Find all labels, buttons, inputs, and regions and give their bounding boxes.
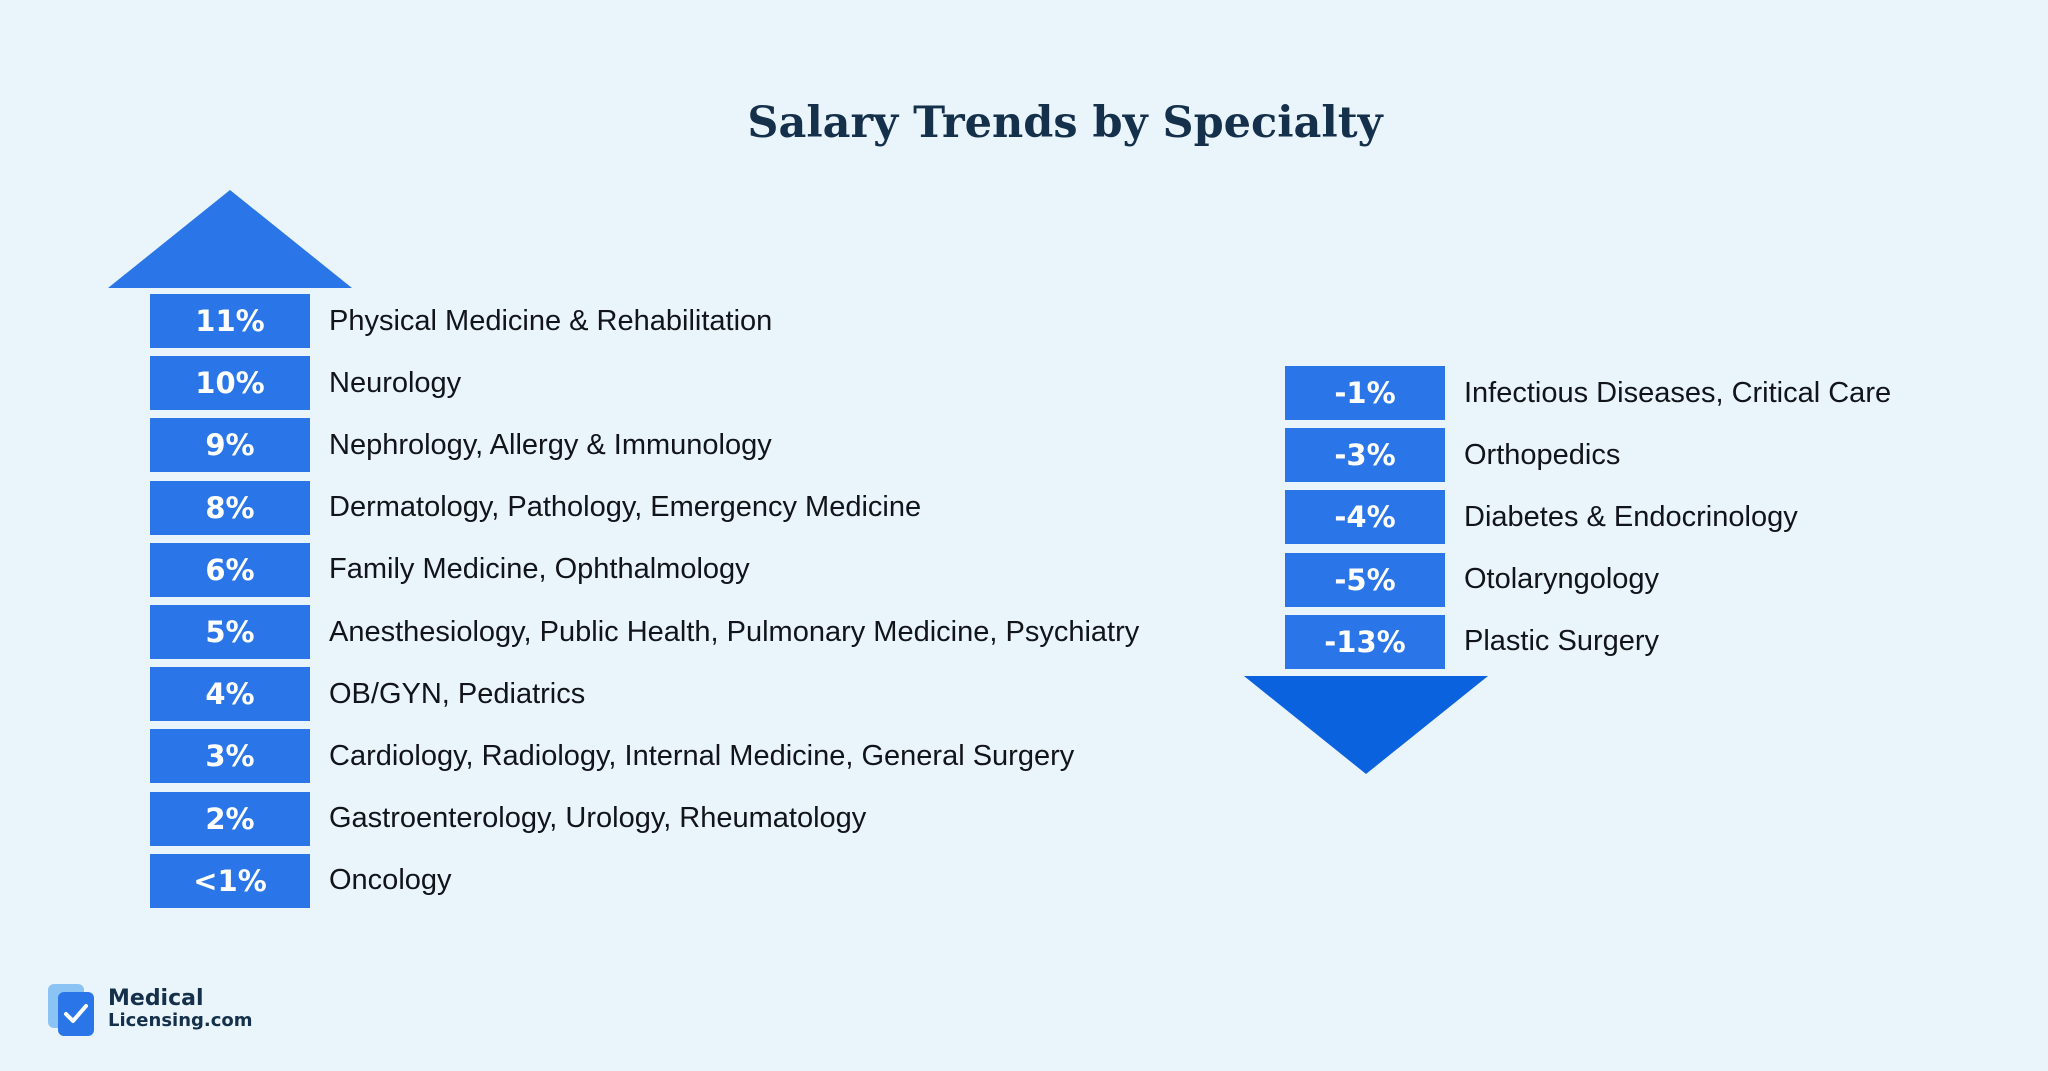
specialty-label: Diabetes & Endocrinology [1464,500,1798,533]
specialty-row: 3% Cardiology, Radiology, Internal Medici… [150,729,1075,784]
percent-badge: 8% [150,480,310,535]
specialty-row: 8% Dermatology, Pathology, Emergency Medi… [150,480,922,535]
percent-badge: -3% [1285,428,1445,483]
specialty-label: Family Medicine, Ophthalmology [329,553,750,586]
up-arrow-icon [108,190,352,288]
percent-badge: <1% [150,853,310,908]
logo: Medical Licensing.com [48,984,253,1036]
percent-badge: -1% [1285,366,1445,420]
specialty-label: Nephrology, Allergy & Immunology [329,428,772,461]
percent-badge: -5% [1285,552,1445,607]
specialty-label: Physical Medicine & Rehabilitation [329,304,773,337]
specialty-row: 2% Gastroenterology, Urology, Rheumatolog… [150,791,867,846]
percent-badge: 5% [150,605,310,659]
specialty-label: Otolaryngology [1464,563,1660,596]
specialty-row: -4% Diabetes & Endocrinology [1285,490,1798,545]
specialty-label: Orthopedics [1464,438,1621,471]
percent-badge: -13% [1285,614,1445,669]
specialty-row: 9% Nephrology, Allergy & Immunology [150,418,772,473]
specialty-row: -3% Orthopedics [1285,428,1621,483]
specialty-row: 6% Family Medicine, Ophthalmology [150,542,750,597]
percent-badge: 3% [150,729,310,784]
specialty-row: 4% OB/GYN, Pediatrics [150,667,586,722]
specialty-label: Cardiology, Radiology, Internal Medicine… [329,739,1075,772]
down-arrow-icon [1244,676,1488,774]
specialty-label: Oncology [329,864,452,897]
checkmark-document-icon [48,984,94,1036]
percent-badge: -4% [1285,490,1445,545]
specialty-label: Plastic Surgery [1464,625,1660,658]
specialty-row: 11% Physical Medicine & Rehabilitation [150,294,772,348]
specialty-row: <1% Oncology [150,853,452,908]
specialty-row: -5% Otolaryngology [1285,552,1660,607]
percent-badge: 9% [150,418,310,473]
percent-badge: 11% [150,294,310,348]
specialty-label: Dermatology, Pathology, Emergency Medici… [329,491,922,524]
percent-badge: 2% [150,791,310,846]
logo-line-2: Licensing.com [108,1010,253,1031]
specialty-label: Neurology [329,366,462,399]
specialty-row: -13% Plastic Surgery [1285,614,1660,669]
percent-badge: 6% [150,542,310,597]
chart-title: Salary Trends by Specialty [747,98,1383,148]
specialty-label: OB/GYN, Pediatrics [329,677,586,710]
logo-line-1: Medical [108,986,204,1011]
specialty-label: Anesthesiology, Public Health, Pulmonary… [329,615,1140,648]
percent-badge: 4% [150,667,310,722]
specialty-row: 10% Neurology [150,356,462,411]
specialty-label: Infectious Diseases, Critical Care [1464,376,1892,409]
specialty-row: -1% Infectious Diseases, Critical Care [1285,366,1891,420]
percent-badge: 10% [150,356,310,411]
specialty-row: 5% Anesthesiology, Public Health, Pulmona… [150,605,1139,659]
specialty-label: Gastroenterology, Urology, Rheumatology [329,802,867,835]
